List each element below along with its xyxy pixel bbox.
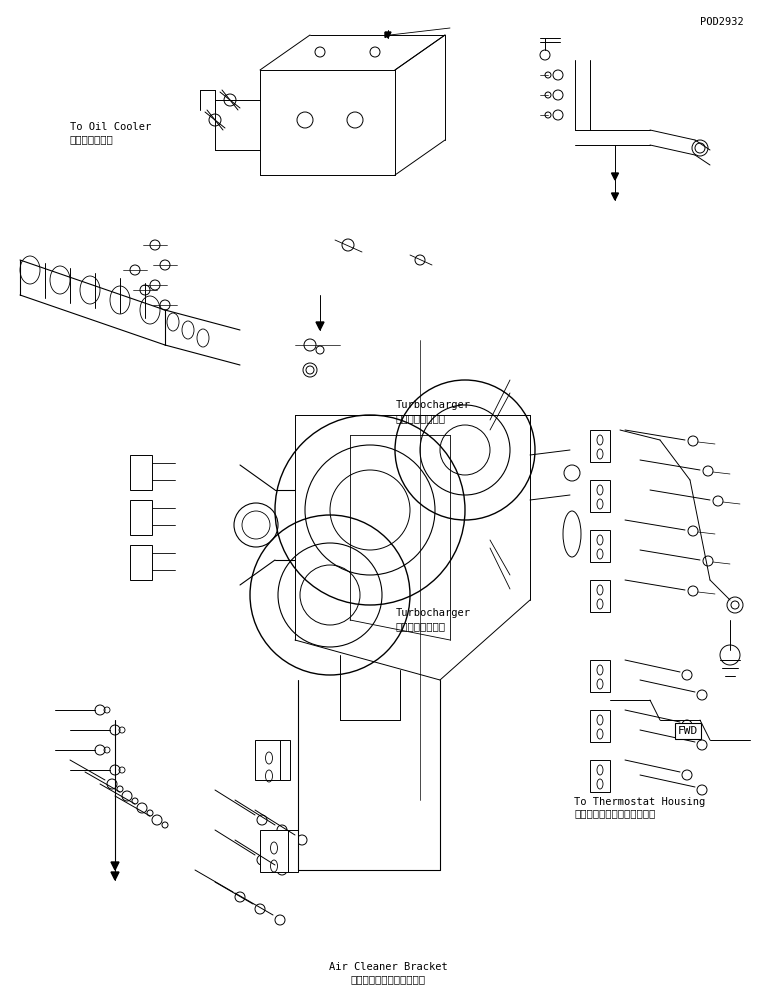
- Polygon shape: [385, 32, 391, 38]
- Polygon shape: [385, 32, 390, 37]
- Bar: [130, 500, 152, 535]
- Bar: [590, 660, 610, 692]
- Text: To Oil Cooler: To Oil Cooler: [70, 122, 151, 132]
- Text: Air Cleaner Bracket: Air Cleaner Bracket: [328, 962, 448, 972]
- Text: エアークリーナブラケット: エアークリーナブラケット: [351, 974, 425, 984]
- Text: FWD: FWD: [678, 726, 698, 736]
- Bar: [280, 740, 290, 780]
- Text: To Thermostat Housing: To Thermostat Housing: [574, 797, 705, 807]
- Bar: [590, 710, 610, 742]
- Text: Turbocharger: Turbocharger: [396, 608, 471, 618]
- Bar: [130, 545, 152, 580]
- Bar: [590, 760, 610, 792]
- Text: Turbocharger: Turbocharger: [396, 400, 471, 410]
- Bar: [255, 740, 283, 780]
- Bar: [130, 455, 152, 490]
- Text: ターボチャージャ: ターボチャージャ: [396, 413, 445, 423]
- Bar: [590, 580, 610, 612]
- Text: サーモスタットハウジングへ: サーモスタットハウジングへ: [574, 809, 656, 819]
- Text: ターボチャージャ: ターボチャージャ: [396, 621, 445, 631]
- Text: オイルクーラへ: オイルクーラへ: [70, 134, 113, 144]
- Polygon shape: [611, 193, 618, 200]
- Bar: [260, 830, 288, 872]
- Bar: [590, 530, 610, 562]
- Polygon shape: [111, 872, 119, 880]
- Text: POD2932: POD2932: [700, 17, 743, 27]
- Polygon shape: [111, 862, 119, 870]
- Polygon shape: [611, 173, 618, 180]
- Bar: [590, 430, 610, 462]
- Bar: [590, 480, 610, 512]
- Bar: [288, 830, 298, 872]
- Polygon shape: [316, 322, 324, 330]
